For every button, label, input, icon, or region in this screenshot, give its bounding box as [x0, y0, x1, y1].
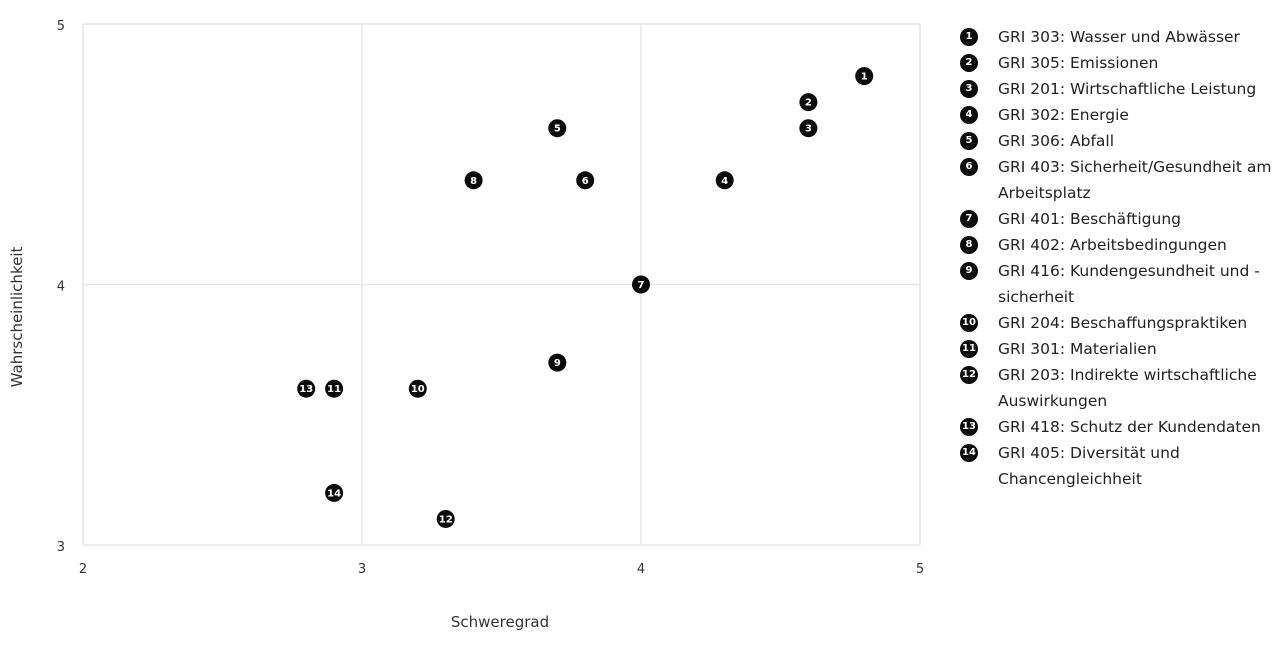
legend-item: 12 GRI 203: Indirekte wirtschaft­liche Au… — [960, 362, 1287, 414]
data-point-2: 2 — [799, 93, 818, 112]
marker-circle — [799, 93, 818, 112]
legend-label: GRI 305: Emissionen — [998, 54, 1159, 72]
x-tick-label: 4 — [637, 562, 645, 577]
legend-number-badge: 12 — [960, 366, 978, 384]
legend-item: 10 GRI 204: Beschaffungspraktiken — [960, 310, 1287, 336]
legend-label: GRI 303: Wasser und Abwässer — [998, 28, 1240, 46]
legend-item: 3 GRI 201: Wirtschaftliche Leistung — [960, 76, 1287, 102]
marker-circle — [548, 353, 567, 372]
legend-label: GRI 306: Abfall — [998, 132, 1115, 150]
legend-label: GRI 403: Sicherheit/Gesund­heit am Arbei… — [998, 158, 1272, 202]
data-point-14: 14 — [325, 483, 344, 502]
data-point-5: 5 — [548, 119, 567, 138]
legend-item: 9 GRI 416: Kundengesundheit und -sicherhe… — [960, 258, 1287, 310]
legend-label: GRI 204: Beschaffungspraktiken — [998, 314, 1248, 332]
data-point-7: 7 — [632, 275, 650, 294]
x-tick-label: 2 — [79, 562, 87, 577]
data-point-6: 6 — [576, 171, 595, 190]
marker-circle — [576, 171, 595, 190]
legend-number-badge: 9 — [960, 262, 978, 280]
marker-number: 6 — [582, 176, 589, 187]
legend-label: GRI 203: Indirekte wirtschaft­liche Ausw… — [998, 366, 1257, 410]
marker-number: 2 — [805, 98, 812, 109]
legend-item: 11 GRI 301: Materialien — [960, 336, 1287, 362]
legend-number-badge: 14 — [960, 444, 978, 462]
y-axis-title: Wahrscheinlichkeit — [8, 247, 26, 388]
marker-number: 10 — [411, 384, 425, 395]
y-tick-label: 5 — [57, 19, 65, 34]
legend-number-badge: 13 — [960, 418, 978, 436]
legend-number-badge: 1 — [960, 28, 978, 46]
marker-circle — [436, 509, 455, 528]
marker-circle — [715, 171, 734, 190]
data-point-10: 10 — [408, 379, 427, 398]
legend-item: 5 GRI 306: Abfall — [960, 128, 1287, 154]
marker-number: 5 — [554, 124, 561, 135]
legend-number-badge: 3 — [960, 80, 978, 98]
legend-label: GRI 301: Materialien — [998, 340, 1157, 358]
marker-circle — [408, 379, 427, 398]
legend-number-badge: 6 — [960, 158, 978, 176]
marker-circle — [325, 379, 344, 398]
y-tick-label: 3 — [57, 540, 65, 555]
marker-number: 13 — [299, 384, 313, 395]
legend: 1 GRI 303: Wasser und Abwässer 2 GRI 305: E… — [960, 24, 1287, 492]
legend-label: GRI 401: Beschäftigung — [998, 210, 1181, 228]
data-point-11: 11 — [325, 379, 344, 398]
legend-number-badge: 2 — [960, 54, 978, 72]
legend-item: 6 GRI 403: Sicherheit/Gesund­heit am Arbe… — [960, 154, 1287, 206]
data-point-9: 9 — [548, 353, 567, 372]
legend-label: GRI 405: Diversität und Chancengleichhei… — [998, 444, 1180, 488]
data-point-8: 8 — [464, 171, 483, 190]
marker-number: 11 — [327, 384, 341, 395]
legend-label: GRI 402: Arbeitsbedingungen — [998, 236, 1227, 254]
marker-number: 4 — [721, 176, 728, 187]
legend-item: 4 GRI 302: Energie — [960, 102, 1287, 128]
data-point-3: 3 — [799, 119, 818, 138]
legend-item: 8 GRI 402: Arbeitsbedingungen — [960, 232, 1287, 258]
legend-label: GRI 418: Schutz der Kundendaten — [998, 418, 1261, 436]
legend-item: 13 GRI 418: Schutz der Kundendaten — [960, 414, 1287, 440]
legend-label: GRI 302: Energie — [998, 106, 1129, 124]
data-point-12: 12 — [436, 509, 455, 528]
data-point-1: 1 — [855, 67, 874, 86]
legend-item: 7 GRI 401: Beschäftigung — [960, 206, 1287, 232]
marker-number: 14 — [327, 488, 341, 499]
data-point-13: 13 — [297, 379, 316, 398]
legend-number-badge: 5 — [960, 132, 978, 150]
marker-circle — [464, 171, 483, 190]
x-tick-label: 3 — [358, 562, 366, 577]
x-tick-label: 5 — [916, 562, 924, 577]
legend-label: GRI 201: Wirtschaftliche Leistung — [998, 80, 1257, 98]
legend-label: GRI 416: Kundengesundheit und -sicherhei… — [998, 262, 1260, 306]
legend-item: 2 GRI 305: Emissionen — [960, 50, 1287, 76]
marker-circle — [799, 119, 818, 138]
marker-circle — [855, 67, 874, 86]
marker-number: 7 — [638, 280, 645, 291]
legend-number-badge: 8 — [960, 236, 978, 254]
marker-number: 12 — [439, 514, 453, 525]
marker-circle — [297, 379, 316, 398]
grid — [82, 23, 921, 546]
x-axis-title: Schweregrad — [451, 613, 549, 631]
y-tick-label: 4 — [57, 280, 65, 295]
legend-number-badge: 4 — [960, 106, 978, 124]
marker-circle — [548, 119, 567, 138]
legend-number-badge: 10 — [960, 314, 978, 332]
marker-number: 9 — [554, 358, 561, 369]
marker-number: 8 — [470, 176, 477, 187]
legend-number-badge: 7 — [960, 210, 978, 228]
marker-number: 1 — [861, 72, 868, 83]
legend-item: 14 GRI 405: Diversität und Chancengleichh… — [960, 440, 1287, 492]
data-point-4: 4 — [715, 171, 734, 190]
marker-number: 3 — [805, 124, 812, 135]
marker-circle — [632, 275, 650, 294]
marker-circle — [325, 483, 344, 502]
legend-item: 1 GRI 303: Wasser und Abwässer — [960, 24, 1287, 50]
legend-number-badge: 11 — [960, 340, 978, 358]
